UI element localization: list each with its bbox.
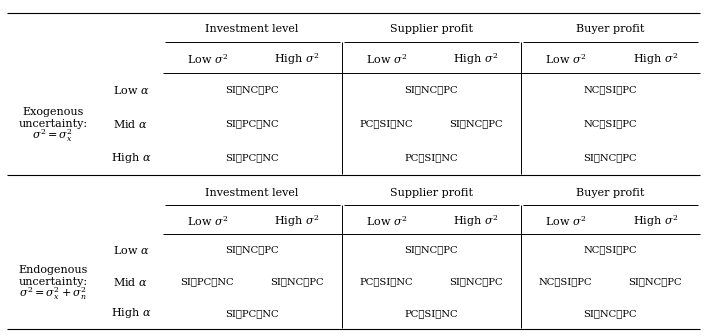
Text: High $\sigma^2$: High $\sigma^2$ <box>453 213 498 229</box>
Text: Buyer profit: Buyer profit <box>576 188 645 198</box>
Text: PC≫SI≫NC: PC≫SI≫NC <box>404 153 458 162</box>
Text: Investment level: Investment level <box>206 188 299 198</box>
Text: High $\alpha$: High $\alpha$ <box>110 151 151 165</box>
Text: Mid $\alpha$: Mid $\alpha$ <box>113 276 148 288</box>
Text: SI≫PC≫NC: SI≫PC≫NC <box>226 309 279 318</box>
Text: SI≫NC≫PC: SI≫NC≫PC <box>449 119 503 128</box>
Text: NC≫SI≫PC: NC≫SI≫PC <box>583 245 637 254</box>
Text: Exogenous: Exogenous <box>23 107 83 117</box>
Text: SI≫NC≫PC: SI≫NC≫PC <box>629 277 682 286</box>
Text: $\sigma^2 = \sigma_x^2 + \sigma_n^2$: $\sigma^2 = \sigma_x^2 + \sigma_n^2$ <box>19 285 87 302</box>
Text: PC≫SI≫NC: PC≫SI≫NC <box>360 119 414 128</box>
Text: NC≫SI≫PC: NC≫SI≫PC <box>583 86 637 94</box>
Text: SI≫NC≫PC: SI≫NC≫PC <box>583 153 637 162</box>
Text: Low $\sigma^2$: Low $\sigma^2$ <box>187 52 228 66</box>
Text: Low $\sigma^2$: Low $\sigma^2$ <box>366 52 407 66</box>
Text: Low $\sigma^2$: Low $\sigma^2$ <box>545 214 586 228</box>
Text: NC≫SI≫PC: NC≫SI≫PC <box>539 277 592 286</box>
Text: PC≫SI≫NC: PC≫SI≫NC <box>360 277 414 286</box>
Text: High $\sigma^2$: High $\sigma^2$ <box>633 213 678 229</box>
Text: Low $\sigma^2$: Low $\sigma^2$ <box>545 52 586 66</box>
Text: uncertainty:: uncertainty: <box>18 277 88 287</box>
Text: High $\sigma^2$: High $\sigma^2$ <box>274 213 320 229</box>
Text: SI≫NC≫PC: SI≫NC≫PC <box>226 86 279 94</box>
Text: Low $\alpha$: Low $\alpha$ <box>112 244 149 256</box>
Text: SI≫NC≫PC: SI≫NC≫PC <box>270 277 324 286</box>
Text: SI≫PC≫NC: SI≫PC≫NC <box>180 277 234 286</box>
Text: SI≫PC≫NC: SI≫PC≫NC <box>226 119 279 128</box>
Text: SI≫NC≫PC: SI≫NC≫PC <box>226 245 279 254</box>
Text: High $\alpha$: High $\alpha$ <box>110 306 151 321</box>
Text: $\sigma^2 = \sigma_x^2$: $\sigma^2 = \sigma_x^2$ <box>33 128 74 144</box>
Text: SI≫NC≫PC: SI≫NC≫PC <box>449 277 503 286</box>
Text: SI≫NC≫PC: SI≫NC≫PC <box>583 309 637 318</box>
Text: High $\sigma^2$: High $\sigma^2$ <box>274 51 320 67</box>
Text: NC≫SI≫PC: NC≫SI≫PC <box>583 119 637 128</box>
Text: Supplier profit: Supplier profit <box>390 188 473 198</box>
Text: PC≫SI≫NC: PC≫SI≫NC <box>404 309 458 318</box>
Text: Investment level: Investment level <box>206 24 299 34</box>
Text: Low $\sigma^2$: Low $\sigma^2$ <box>187 214 228 228</box>
Text: SI≫NC≫PC: SI≫NC≫PC <box>404 245 458 254</box>
Text: SI≫NC≫PC: SI≫NC≫PC <box>404 86 458 94</box>
Text: High $\sigma^2$: High $\sigma^2$ <box>633 51 678 67</box>
Text: Mid $\alpha$: Mid $\alpha$ <box>113 118 148 130</box>
Text: Supplier profit: Supplier profit <box>390 24 473 34</box>
Text: Low $\sigma^2$: Low $\sigma^2$ <box>366 214 407 228</box>
Text: Endogenous: Endogenous <box>18 264 88 275</box>
Text: Buyer profit: Buyer profit <box>576 24 645 34</box>
Text: Low $\alpha$: Low $\alpha$ <box>112 84 149 96</box>
Text: uncertainty:: uncertainty: <box>18 119 88 129</box>
Text: High $\sigma^2$: High $\sigma^2$ <box>453 51 498 67</box>
Text: SI≫PC≫NC: SI≫PC≫NC <box>226 153 279 162</box>
